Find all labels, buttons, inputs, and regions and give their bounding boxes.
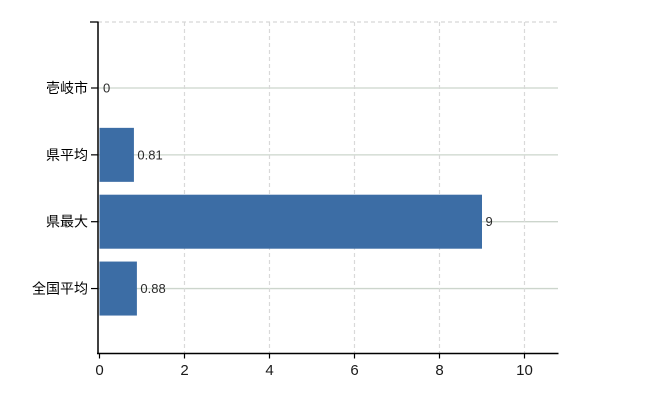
category-label: 県最大: [46, 214, 88, 230]
x-tick-label: 0: [95, 362, 103, 379]
x-tick-label: 10: [516, 362, 533, 379]
bar: [99, 127, 134, 182]
x-tick-label: 6: [350, 362, 358, 379]
category-label: 県平均: [46, 147, 88, 163]
category-label: 全国平均: [32, 281, 88, 297]
x-tick-label: 4: [265, 362, 273, 379]
x-tick-label: 2: [180, 362, 188, 379]
bar-value-label: 0.81: [137, 147, 162, 162]
bar-value-label: 9: [486, 214, 493, 229]
bar: [99, 194, 482, 249]
bar: [99, 261, 137, 316]
category-label: 壱岐市: [46, 80, 88, 96]
bar-value-label: 0.88: [140, 281, 165, 296]
bar-value-label: 0: [103, 81, 110, 96]
x-tick-label: 8: [435, 362, 443, 379]
